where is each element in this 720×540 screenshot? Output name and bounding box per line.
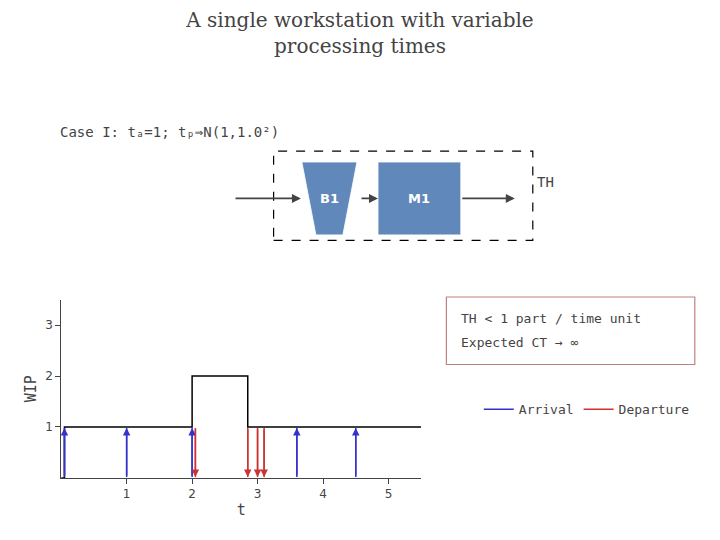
- svg-text:5: 5: [385, 487, 393, 501]
- svg-text:4: 4: [319, 487, 327, 501]
- svg-text:B1: B1: [320, 191, 339, 206]
- svg-text:M1: M1: [408, 191, 430, 206]
- svg-text:WIP: WIP: [22, 375, 40, 402]
- svg-text:Case I: tₐ=1; tₚ⇒N(1,1.0²): Case I: tₐ=1; tₚ⇒N(1,1.0²): [60, 124, 279, 140]
- svg-text:Departure: Departure: [619, 402, 690, 417]
- svg-text:Arrival: Arrival: [519, 402, 574, 417]
- svg-text:3: 3: [254, 487, 262, 501]
- svg-text:2: 2: [45, 369, 53, 383]
- svg-text:3: 3: [45, 318, 53, 332]
- svg-text:TH < 1 part / time unit: TH < 1 part / time unit: [461, 311, 641, 326]
- svg-text:1: 1: [123, 487, 131, 501]
- svg-text:A single workstation with vari: A single workstation with variableproces…: [185, 8, 533, 58]
- svg-text:TH: TH: [537, 174, 554, 190]
- svg-text:Expected CT → ∞: Expected CT → ∞: [461, 335, 579, 350]
- svg-text:t: t: [237, 501, 246, 519]
- svg-text:1: 1: [45, 420, 53, 434]
- svg-text:2: 2: [188, 487, 196, 501]
